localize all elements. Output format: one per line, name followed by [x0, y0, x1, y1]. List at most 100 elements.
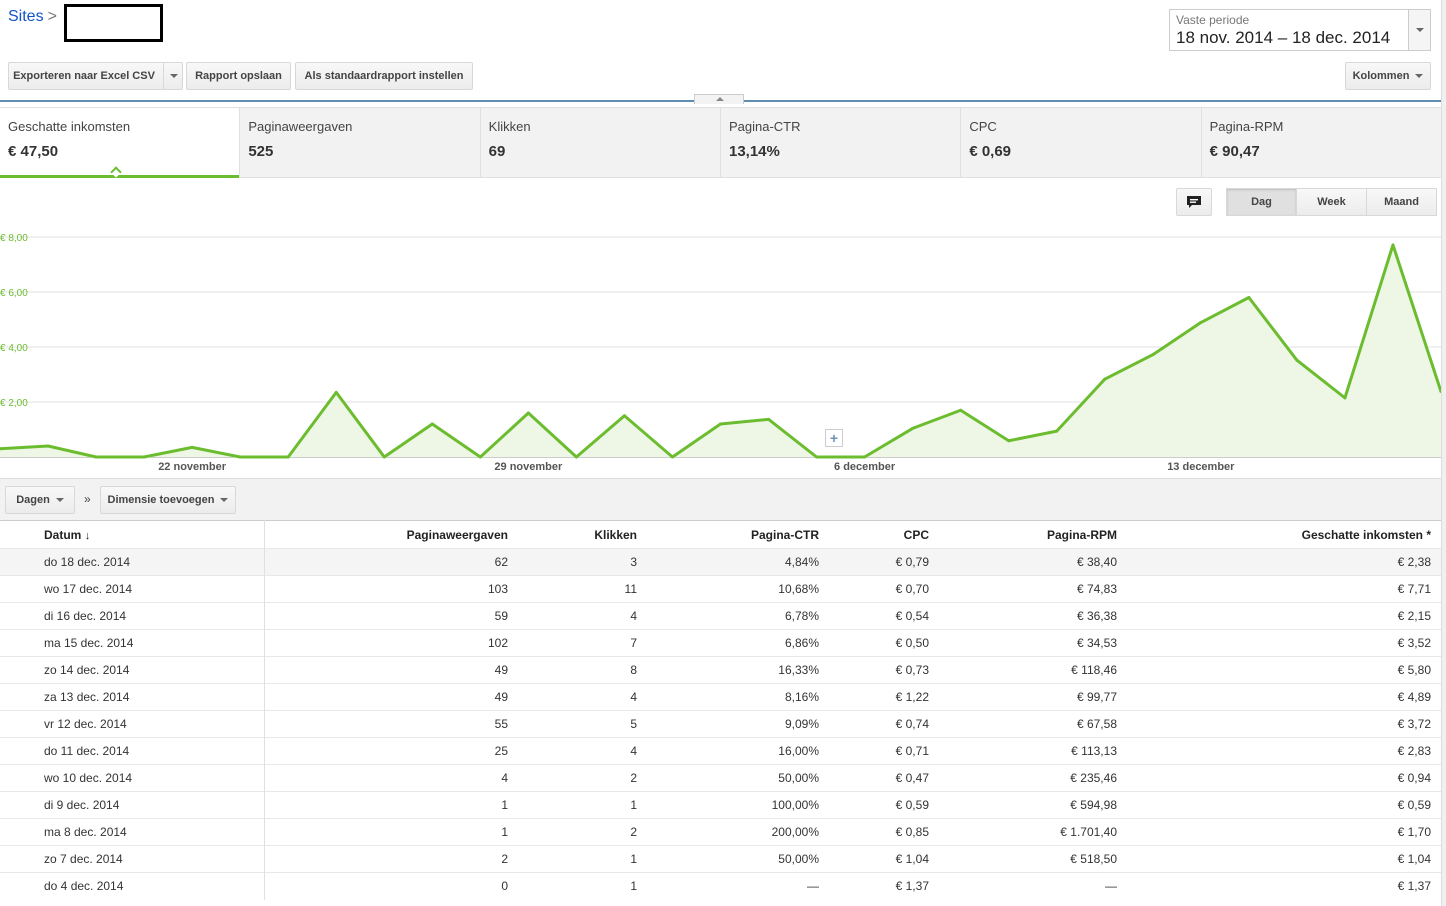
scorecard-name: Paginaweergaven — [248, 119, 353, 134]
annotations-button[interactable] — [1176, 188, 1212, 216]
plus-icon: + — [829, 430, 839, 446]
scorecard-earnings[interactable]: Geschatte inkomsten € 47,50 — [0, 108, 241, 178]
cell-ctr: 50,00% — [647, 764, 829, 792]
cell-rpm: € 38,40 — [939, 548, 1127, 576]
cell-rpm: — — [939, 872, 1127, 900]
cell-date: di 9 dec. 2014 — [0, 791, 265, 819]
chevron-down-icon[interactable] — [169, 74, 178, 78]
column-header-earnings[interactable]: Geschatte inkomsten * — [1127, 520, 1441, 549]
set-default-report-button[interactable]: Als standaardrapport instellen — [295, 62, 473, 90]
cell-cpc: € 0,79 — [829, 548, 939, 576]
redacted-site-name — [64, 4, 163, 42]
column-header-ctr[interactable]: Pagina-CTR — [647, 520, 829, 549]
scorecard-cpc[interactable]: CPC € 0,69 — [961, 108, 1202, 177]
cell-ctr: 50,00% — [647, 845, 829, 873]
add-dimension-label: Dimensie toevoegen — [107, 494, 215, 506]
column-header-rpm[interactable]: Pagina-RPM — [939, 520, 1127, 549]
scorecard-clicks[interactable]: Klikken 69 — [481, 108, 721, 177]
collapse-toggle[interactable] — [694, 94, 744, 104]
table-row: di 16 dec. 2014 59 4 6,78% € 0,54 € 36,38 € 2,… — [0, 602, 1441, 630]
column-header-pageviews[interactable]: Paginaweergaven — [264, 520, 518, 549]
column-header-cpc[interactable]: CPC — [829, 520, 939, 549]
data-point — [622, 414, 626, 418]
cell-cpc: € 0,50 — [829, 629, 939, 657]
scorecard-ctr[interactable]: Pagina-CTR 13,14% — [721, 108, 962, 177]
scorecard-name: Pagina-CTR — [728, 119, 801, 134]
cell-pageviews: 49 — [264, 656, 518, 684]
data-point — [1343, 396, 1347, 400]
data-point — [1151, 353, 1155, 357]
data-point — [238, 455, 242, 459]
cell-pageviews: 2 — [264, 845, 518, 873]
table-row: za 13 dec. 2014 49 4 8,16% € 1,22 € 99,77 € 4,… — [0, 683, 1441, 711]
cell-ctr: 10,68% — [647, 575, 829, 603]
cell-date: do 11 dec. 2014 — [0, 737, 265, 765]
scorecard-value: 69 — [488, 143, 506, 160]
cell-clicks: 7 — [518, 629, 647, 657]
cell-cpc: € 0,59 — [829, 791, 939, 819]
scrollbar[interactable] — [1441, 0, 1446, 906]
add-annotation-button[interactable]: + — [825, 429, 843, 447]
column-header-clicks[interactable]: Klikken — [518, 520, 647, 549]
cell-earnings: € 1,04 — [1127, 845, 1441, 873]
report-table: Datum ↓ Paginaweergaven Klikken Pagina-C… — [0, 520, 1441, 900]
cell-pageviews: 0 — [264, 872, 518, 900]
granularity-week-button[interactable]: Week — [1296, 188, 1367, 216]
scorecard-pageviews[interactable]: Paginaweergaven 525 — [240, 108, 481, 177]
add-dimension-button[interactable]: Dimensie toevoegen — [100, 486, 236, 514]
data-point — [767, 417, 771, 421]
cell-date: do 18 dec. 2014 — [0, 548, 265, 576]
scorecard-value: 13,14% — [728, 143, 780, 160]
save-report-button[interactable]: Rapport opslaan — [186, 62, 291, 90]
data-point — [1199, 321, 1203, 325]
days-dimension-button[interactable]: Dagen — [5, 486, 75, 514]
scorecard-name: Geschatte inkomsten — [8, 119, 131, 134]
data-point — [1247, 296, 1251, 299]
table-row: do 11 dec. 2014 25 4 16,00% € 0,71 € 113,13 € … — [0, 737, 1441, 765]
scorecard-value: € 90,47 — [1209, 143, 1260, 160]
data-point — [911, 426, 915, 430]
granularity-day-button[interactable]: Dag — [1226, 188, 1297, 216]
speech-bubble-icon — [1187, 196, 1201, 208]
data-point — [94, 455, 98, 459]
cell-clicks: 1 — [518, 872, 647, 900]
cell-clicks: 11 — [518, 575, 647, 603]
cell-earnings: € 2,15 — [1127, 602, 1441, 630]
data-point — [478, 455, 482, 459]
table-row: di 9 dec. 2014 1 1 100,00% € 0,59 € 594,98 € 0… — [0, 791, 1441, 819]
cell-rpm: € 113,13 — [939, 737, 1127, 765]
granularity-month-button[interactable]: Maand — [1366, 188, 1437, 216]
cell-ctr: 8,16% — [647, 683, 829, 711]
cell-date: di 16 dec. 2014 — [0, 602, 265, 630]
date-range-value: 18 nov. 2014 – 18 dec. 2014 — [1176, 28, 1391, 47]
columns-button[interactable]: Kolommen — [1345, 62, 1431, 90]
data-point — [719, 422, 722, 426]
column-header-date[interactable]: Datum ↓ — [0, 520, 265, 549]
x-tick-label: 29 november — [494, 461, 563, 473]
cell-clicks: 1 — [518, 791, 647, 819]
export-csv-button[interactable]: Exporteren naar Excel CSV — [8, 62, 183, 90]
cell-earnings: € 0,59 — [1127, 791, 1441, 819]
data-point — [382, 455, 386, 459]
table-row: wo 17 dec. 2014 103 11 10,68% € 0,70 € 74,83 €… — [0, 575, 1441, 603]
cell-pageviews: 103 — [264, 575, 518, 603]
cell-date: wo 17 dec. 2014 — [0, 575, 265, 603]
date-range-dropdown-button[interactable] — [1408, 10, 1430, 50]
y-tick-label: € 4,00 — [0, 343, 28, 354]
cell-cpc: € 0,47 — [829, 764, 939, 792]
cell-clicks: 3 — [518, 548, 647, 576]
data-point — [815, 455, 819, 459]
x-tick-label: 6 december — [834, 461, 896, 473]
breadcrumb-separator: > — [47, 8, 57, 25]
granularity-toggle: Dag Week Maand — [1226, 188, 1437, 216]
date-range-label: Vaste periode — [1176, 13, 1250, 27]
breadcrumb-sites-link[interactable]: Sites — [8, 8, 44, 25]
date-range-picker[interactable]: Vaste periode 18 nov. 2014 – 18 dec. 201… — [1169, 9, 1431, 51]
y-tick-label: € 8,00 — [0, 233, 28, 244]
data-point — [46, 444, 50, 448]
scorecard-rpm[interactable]: Pagina-RPM € 90,47 — [1202, 108, 1441, 177]
data-point — [1007, 439, 1011, 443]
cell-cpc: € 0,71 — [829, 737, 939, 765]
cell-pageviews: 4 — [264, 764, 518, 792]
cell-pageviews: 55 — [264, 710, 518, 738]
